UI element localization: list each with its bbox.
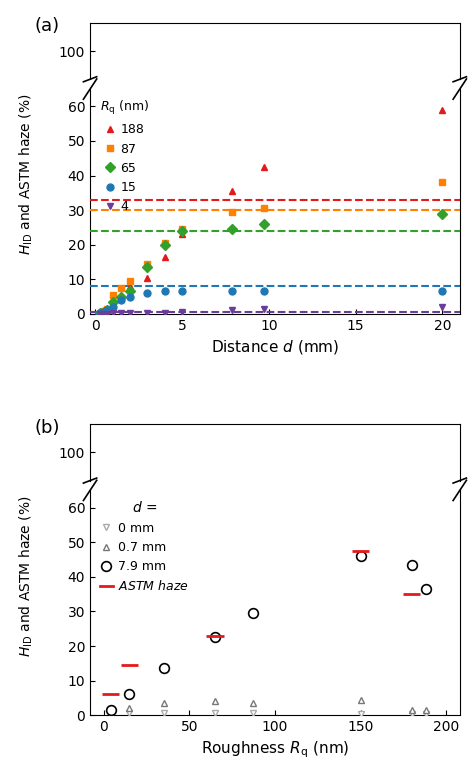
Y-axis label: $H_{\mathrm{ID}}$ and ASTM haze (%): $H_{\mathrm{ID}}$ and ASTM haze (%): [17, 495, 35, 657]
X-axis label: Roughness $R_{\mathrm{q}}$ (nm): Roughness $R_{\mathrm{q}}$ (nm): [201, 740, 349, 761]
Text: (b): (b): [35, 419, 60, 437]
X-axis label: Distance $d$ (mm): Distance $d$ (mm): [211, 338, 339, 356]
Legend: 0 mm, 0.7 mm, 7.9 mm, $\mathit{ASTM\ haze}$: 0 mm, 0.7 mm, 7.9 mm, $\mathit{ASTM\ haz…: [96, 497, 192, 598]
Text: (a): (a): [35, 18, 60, 35]
Y-axis label: $H_{\mathrm{ID}}$ and ASTM haze (%): $H_{\mathrm{ID}}$ and ASTM haze (%): [17, 94, 35, 255]
Legend: 188, 87, 65, 15, 4: 188, 87, 65, 15, 4: [96, 95, 153, 217]
